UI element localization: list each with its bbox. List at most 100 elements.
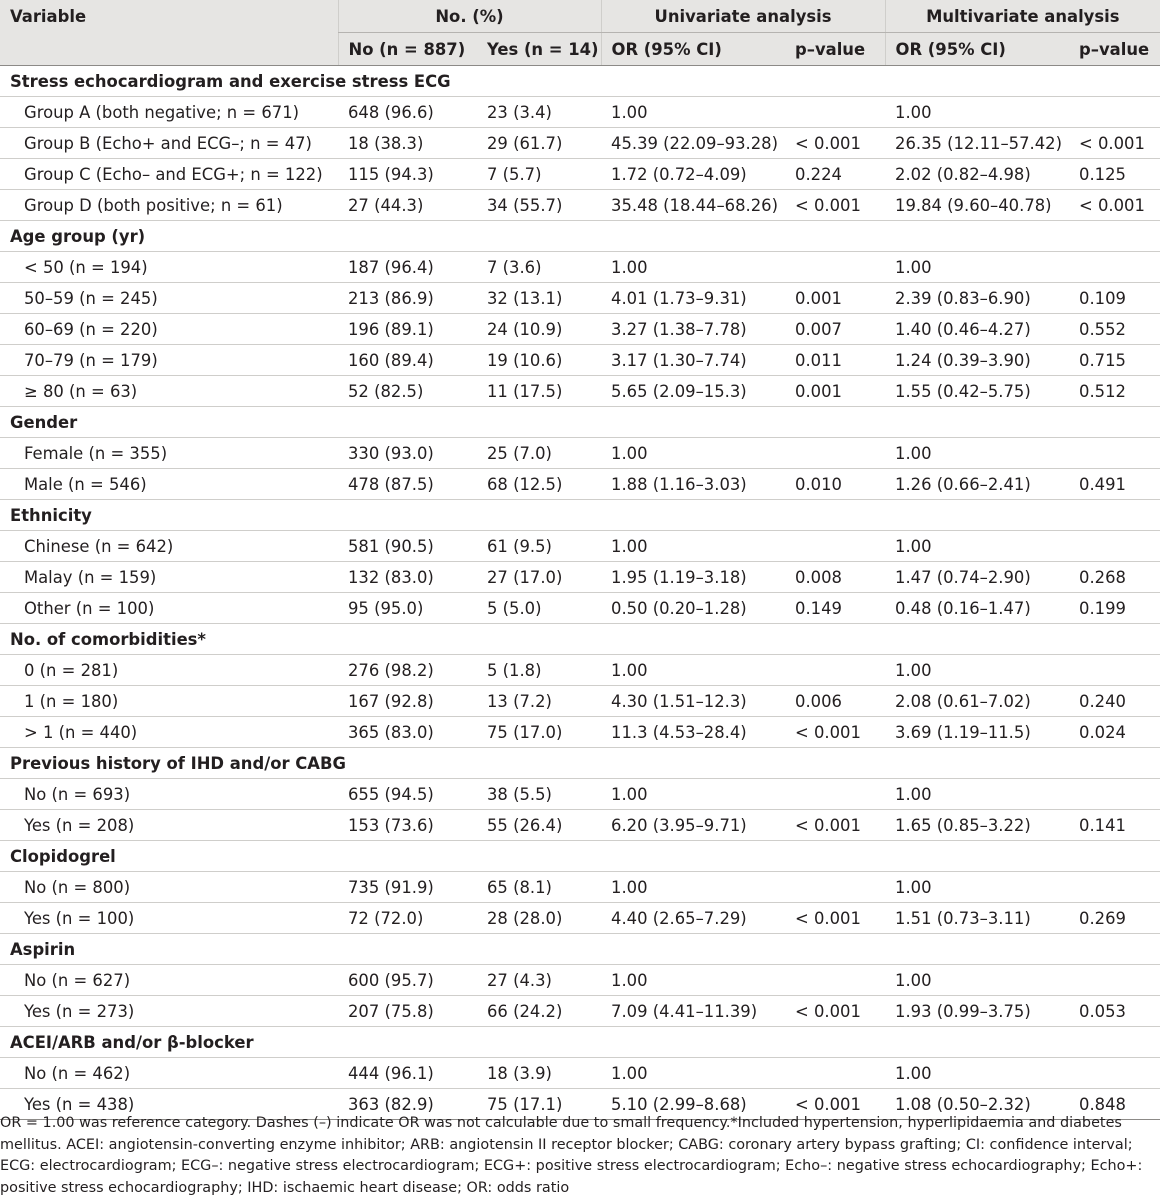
multi-or-cell: 1.65 (0.85–3.22) [885,809,1070,841]
results-table: Variable No. (%) Univariate analysis Mul… [0,0,1160,1120]
table-row: Malay (n = 159) 132 (83.0) 27 (17.0) 1.95 (… [0,561,1160,593]
yes-count-cell: 32 (13.1) [477,282,602,314]
variable-cell: Yes (n = 208) [0,809,338,841]
multi-or-cell: 1.55 (0.42–5.75) [885,375,1070,407]
table-row: No (n = 693) 655 (94.5) 38 (5.5) 1.00 1.00 [0,778,1160,810]
yes-count-cell: 25 (7.0) [477,437,602,469]
multi-or-cell: 0.48 (0.16–1.47) [885,592,1070,624]
variable-cell: Group B (Echo+ and ECG–; n = 47) [0,127,338,159]
table-row: Yes (n = 100) 72 (72.0) 28 (28.0) 4.40 (2.6… [0,902,1160,934]
variable-cell: 60–69 (n = 220) [0,313,338,345]
yes-count-cell: 28 (28.0) [477,902,602,934]
yes-count-cell: 5 (1.8) [477,654,602,686]
yes-count-cell: 66 (24.2) [477,995,602,1027]
multi-pvalue-cell [1069,778,1160,810]
uni-pvalue-cell: 0.011 [785,344,886,376]
table-row: 60–69 (n = 220) 196 (89.1) 24 (10.9) 3.27 (… [0,313,1160,345]
yes-count-cell: 34 (55.7) [477,189,602,221]
yes-count-cell: 19 (10.6) [477,344,602,376]
no-count-cell: 52 (82.5) [338,375,477,407]
multi-pvalue-cell: 0.848 [1069,1088,1160,1120]
uni-or-cell: 6.20 (3.95–9.71) [601,809,786,841]
variable-cell: No (n = 800) [0,871,338,903]
yes-count-cell: 13 (7.2) [477,685,602,717]
uni-or-cell: 1.88 (1.16–3.03) [601,468,786,500]
yes-count-cell: 75 (17.0) [477,716,602,748]
multi-pvalue-cell: 0.053 [1069,995,1160,1027]
yes-count-cell: 7 (3.6) [477,251,602,283]
uni-or-cell: 3.27 (1.38–7.78) [601,313,786,345]
uni-pvalue-cell: 0.001 [785,375,886,407]
no-count-cell: 160 (89.4) [338,344,477,376]
multi-or-cell: 1.00 [885,964,1070,996]
yes-count-cell: 61 (9.5) [477,530,602,562]
multi-pvalue-cell: 0.125 [1069,158,1160,190]
no-count-cell: 27 (44.3) [338,189,477,221]
table-header: Variable No. (%) Univariate analysis Mul… [0,0,1160,66]
multi-or-cell: 1.00 [885,251,1070,283]
variable-cell: No (n = 693) [0,778,338,810]
multi-or-cell: 1.00 [885,96,1070,128]
table-row: Yes (n = 273) 207 (75.8) 66 (24.2) 7.09 (4.… [0,995,1160,1027]
header-multi-or: OR (95% CI) [884,32,1070,66]
uni-pvalue-cell: 0.008 [785,561,886,593]
multi-pvalue-cell: 0.269 [1069,902,1160,934]
no-count-cell: 72 (72.0) [338,902,477,934]
uni-or-cell: 45.39 (22.09–93.28) [601,127,786,159]
section-label: Clopidogrel [0,840,1160,872]
variable-cell: Other (n = 100) [0,592,338,624]
section-header-row: Previous history of IHD and/or CABG [0,747,1160,779]
uni-pvalue-cell: < 0.001 [785,809,886,841]
section-header-row: Aspirin [0,933,1160,965]
table-footnote: OR = 1.00 was reference category. Dashes… [0,1115,1143,1196]
header-multivariate: Multivariate analysis [884,0,1160,33]
section-header-row: Clopidogrel [0,840,1160,872]
uni-pvalue-cell [785,96,886,128]
multi-or-cell: 1.51 (0.73–3.11) [885,902,1070,934]
uni-pvalue-cell: < 0.001 [785,902,886,934]
yes-count-cell: 65 (8.1) [477,871,602,903]
no-count-cell: 95 (95.0) [338,592,477,624]
multi-pvalue-cell: 0.141 [1069,809,1160,841]
no-count-cell: 18 (38.3) [338,127,477,159]
multi-or-cell: 2.39 (0.83–6.90) [885,282,1070,314]
multi-or-cell: 1.24 (0.39–3.90) [885,344,1070,376]
variable-cell: 70–79 (n = 179) [0,344,338,376]
multi-or-cell: 2.08 (0.61–7.02) [885,685,1070,717]
section-label: Gender [0,406,1160,438]
uni-pvalue-cell: 0.007 [785,313,886,345]
multi-or-cell: 19.84 (9.60–40.78) [885,189,1070,221]
multi-or-cell: 1.08 (0.50–2.32) [885,1088,1070,1120]
uni-or-cell: 1.00 [601,251,786,283]
header-univariate: Univariate analysis [600,0,886,33]
uni-pvalue-cell: 0.010 [785,468,886,500]
no-count-cell: 478 (87.5) [338,468,477,500]
uni-or-cell: 3.17 (1.30–7.74) [601,344,786,376]
uni-or-cell: 4.40 (2.65–7.29) [601,902,786,934]
uni-or-cell: 1.95 (1.19–3.18) [601,561,786,593]
variable-cell: Female (n = 355) [0,437,338,469]
uni-pvalue-cell: < 0.001 [785,1088,886,1120]
multi-pvalue-cell: 0.268 [1069,561,1160,593]
header-uni-pvalue: p–value [785,32,886,66]
multi-or-cell: 1.40 (0.46–4.27) [885,313,1070,345]
multi-pvalue-cell [1069,1057,1160,1089]
variable-cell: Yes (n = 438) [0,1088,338,1120]
yes-count-cell: 24 (10.9) [477,313,602,345]
variable-cell: Group D (both positive; n = 61) [0,189,338,221]
multi-pvalue-cell [1069,251,1160,283]
table-row: 0 (n = 281) 276 (98.2) 5 (1.8) 1.00 1.00 [0,654,1160,686]
multi-pvalue-cell: 0.552 [1069,313,1160,345]
multi-pvalue-cell [1069,871,1160,903]
multi-pvalue-cell [1069,437,1160,469]
uni-or-cell: 1.00 [601,530,786,562]
variable-cell: Yes (n = 273) [0,995,338,1027]
multi-or-cell: 1.00 [885,1057,1070,1089]
uni-or-cell: 1.00 [601,654,786,686]
uni-or-cell: 11.3 (4.53–28.4) [601,716,786,748]
section-label: Previous history of IHD and/or CABG [0,747,1160,779]
section-label: ACEI/ARB and/or β-blocker [0,1026,1160,1058]
section-header-row: Stress echocardiogram and exercise stres… [0,65,1160,97]
no-count-cell: 363 (82.9) [338,1088,477,1120]
